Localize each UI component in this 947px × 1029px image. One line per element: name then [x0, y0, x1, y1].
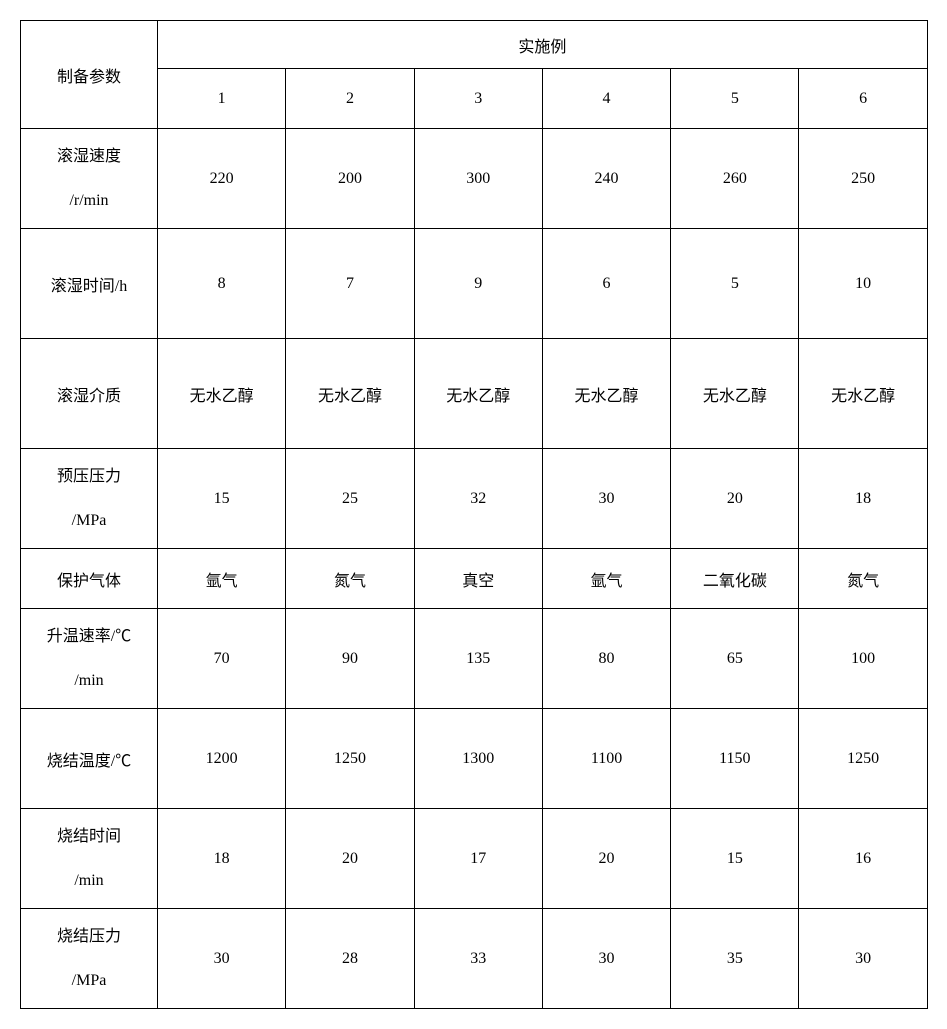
- cell: 30: [799, 909, 927, 1009]
- col-num-4: 4: [542, 69, 670, 129]
- cell: 90: [286, 609, 414, 709]
- cell: 18: [158, 809, 286, 909]
- cell: 氮气: [799, 549, 927, 609]
- cell: 300: [414, 129, 542, 229]
- row-label: 滚湿速度 /r/min: [21, 129, 158, 229]
- row-label: 烧结压力 /MPa: [21, 909, 158, 1009]
- header-row-cols: 1 2 3 4 5 6: [21, 69, 928, 129]
- cell: 10: [799, 229, 927, 339]
- row-label: 烧结时间 /min: [21, 809, 158, 909]
- cell: 二氧化碳: [671, 549, 799, 609]
- cell: 无水乙醇: [542, 339, 670, 449]
- table-row: 烧结温度/℃ 1200 1250 1300 1100 1150 1250: [21, 709, 928, 809]
- cell: 无水乙醇: [799, 339, 927, 449]
- cell: 65: [671, 609, 799, 709]
- header-group-label: 实施例: [158, 21, 928, 69]
- cell: 8: [158, 229, 286, 339]
- cell: 240: [542, 129, 670, 229]
- row-label: 滚湿介质: [21, 339, 158, 449]
- cell: 18: [799, 449, 927, 549]
- parameters-table: 制备参数 实施例 1 2 3 4 5 6 滚湿速度 /r/min 220 200…: [20, 20, 928, 1009]
- col-num-5: 5: [671, 69, 799, 129]
- cell: 80: [542, 609, 670, 709]
- cell: 250: [799, 129, 927, 229]
- cell: 32: [414, 449, 542, 549]
- table-row: 保护气体 氩气 氮气 真空 氩气 二氧化碳 氮气: [21, 549, 928, 609]
- cell: 30: [542, 909, 670, 1009]
- cell: 220: [158, 129, 286, 229]
- cell: 20: [286, 809, 414, 909]
- table-row: 预压压力 /MPa 15 25 32 30 20 18: [21, 449, 928, 549]
- cell: 25: [286, 449, 414, 549]
- row-label: 预压压力 /MPa: [21, 449, 158, 549]
- col-num-3: 3: [414, 69, 542, 129]
- cell: 真空: [414, 549, 542, 609]
- cell: 7: [286, 229, 414, 339]
- cell: 15: [158, 449, 286, 549]
- cell: 20: [542, 809, 670, 909]
- cell: 33: [414, 909, 542, 1009]
- cell: 35: [671, 909, 799, 1009]
- row-label: 保护气体: [21, 549, 158, 609]
- cell: 6: [542, 229, 670, 339]
- table-row: 烧结时间 /min 18 20 17 20 15 16: [21, 809, 928, 909]
- cell: 200: [286, 129, 414, 229]
- col-num-6: 6: [799, 69, 927, 129]
- row-label: 升温速率/℃ /min: [21, 609, 158, 709]
- table-row: 滚湿时间/h 8 7 9 6 5 10: [21, 229, 928, 339]
- cell: 70: [158, 609, 286, 709]
- col-num-1: 1: [158, 69, 286, 129]
- table-row: 滚湿速度 /r/min 220 200 300 240 260 250: [21, 129, 928, 229]
- cell: 30: [542, 449, 670, 549]
- cell: 1100: [542, 709, 670, 809]
- table-row: 滚湿介质 无水乙醇 无水乙醇 无水乙醇 无水乙醇 无水乙醇 无水乙醇: [21, 339, 928, 449]
- row-label: 烧结温度/℃: [21, 709, 158, 809]
- cell: 135: [414, 609, 542, 709]
- cell: 氮气: [286, 549, 414, 609]
- cell: 1250: [286, 709, 414, 809]
- cell: 1250: [799, 709, 927, 809]
- cell: 9: [414, 229, 542, 339]
- cell: 无水乙醇: [671, 339, 799, 449]
- cell: 100: [799, 609, 927, 709]
- col-num-2: 2: [286, 69, 414, 129]
- cell: 1200: [158, 709, 286, 809]
- table-row: 烧结压力 /MPa 30 28 33 30 35 30: [21, 909, 928, 1009]
- row-label: 滚湿时间/h: [21, 229, 158, 339]
- cell: 5: [671, 229, 799, 339]
- header-param-label: 制备参数: [21, 21, 158, 129]
- cell: 无水乙醇: [158, 339, 286, 449]
- cell: 28: [286, 909, 414, 1009]
- cell: 15: [671, 809, 799, 909]
- cell: 1150: [671, 709, 799, 809]
- cell: 氩气: [158, 549, 286, 609]
- cell: 无水乙醇: [414, 339, 542, 449]
- cell: 1300: [414, 709, 542, 809]
- cell: 30: [158, 909, 286, 1009]
- cell: 20: [671, 449, 799, 549]
- cell: 无水乙醇: [286, 339, 414, 449]
- cell: 氩气: [542, 549, 670, 609]
- header-row-group: 制备参数 实施例: [21, 21, 928, 69]
- cell: 17: [414, 809, 542, 909]
- cell: 260: [671, 129, 799, 229]
- table-row: 升温速率/℃ /min 70 90 135 80 65 100: [21, 609, 928, 709]
- cell: 16: [799, 809, 927, 909]
